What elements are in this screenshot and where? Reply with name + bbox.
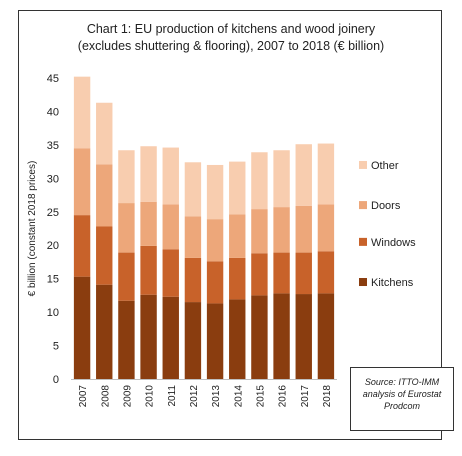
x-tick-label: 2017	[300, 385, 311, 408]
bar-segment-other-2009	[118, 150, 135, 204]
bar-segment-other-2007	[73, 76, 91, 149]
source-note-line-3: Prodcom	[383, 401, 420, 411]
bar-segment-other-2015	[251, 152, 268, 210]
x-tick-label: 2011	[167, 385, 178, 407]
x-tick-label: 2010	[145, 385, 156, 408]
bar-segment-doors-2008	[96, 164, 113, 227]
bar-segment-other-2016	[273, 150, 290, 208]
bar-segment-doors-2009	[118, 203, 135, 253]
bar-segment-windows-2018	[317, 251, 335, 294]
bar-segment-other-2013	[206, 164, 224, 220]
legend-label-doors: Doors	[371, 200, 401, 212]
bar-segment-windows-2015	[251, 253, 268, 296]
y-tick-label: 20	[47, 240, 59, 252]
bar-segment-other-2017	[295, 144, 312, 206]
legend-label-windows: Windows	[371, 237, 416, 249]
x-tick-label: 2018	[322, 385, 333, 408]
bar-segment-kitchens-2016	[273, 293, 290, 379]
x-tick-label: 2009	[122, 385, 133, 408]
x-tick-label: 2007	[78, 385, 89, 408]
bar-segment-kitchens-2013	[206, 303, 224, 379]
bar-segment-windows-2014	[229, 257, 246, 300]
bar-segment-kitchens-2011	[162, 296, 179, 379]
bar-segment-doors-2018	[317, 204, 335, 252]
chart-title-line-2: (excludes shuttering & flooring), 2007 t…	[77, 39, 385, 53]
bar-segment-other-2012	[184, 162, 202, 217]
bar-segment-doors-2010	[140, 201, 157, 246]
legend-label-other: Other	[371, 160, 399, 172]
y-axis-title: € billion (constant 2018 prices)	[27, 161, 38, 297]
bar-segment-other-2014	[229, 161, 246, 215]
bar-segment-other-2011	[162, 147, 179, 205]
y-tick-label: 30	[47, 173, 59, 185]
y-tick-label: 25	[47, 207, 59, 219]
y-tick-label: 0	[53, 374, 59, 386]
bar-segment-windows-2012	[184, 257, 202, 303]
source-note-line-1: Source: ITTO-IMM	[364, 377, 440, 387]
bar-segment-doors-2012	[184, 216, 202, 258]
x-tick-label: 2008	[100, 385, 111, 408]
chart-title: Chart 1: EU production of kitchens and w…	[19, 21, 443, 55]
legend-swatch-windows	[359, 237, 367, 246]
bar-segment-doors-2011	[162, 204, 179, 250]
bar-segment-windows-2011	[162, 249, 179, 297]
bar-segment-other-2010	[140, 146, 157, 202]
legend-swatch-other	[359, 160, 367, 169]
legend-swatch-kitchens	[359, 278, 367, 287]
y-tick-label: 5	[53, 341, 59, 353]
bar-segment-doors-2015	[251, 209, 268, 254]
bar-segment-windows-2016	[273, 252, 290, 294]
bar-segment-other-2008	[96, 102, 113, 165]
bar-segment-windows-2007	[73, 215, 91, 277]
x-tick-label: 2014	[233, 385, 244, 408]
bar-segment-doors-2007	[73, 148, 91, 216]
bar-segment-doors-2014	[229, 214, 246, 258]
bar-segment-doors-2017	[295, 205, 312, 253]
bar-segment-other-2018	[317, 143, 335, 205]
source-note: Source: ITTO-IMM analysis of Eurostat Pr…	[350, 367, 454, 431]
bar-segment-windows-2017	[295, 252, 312, 295]
y-tick-label: 10	[47, 307, 59, 319]
bar-segment-windows-2008	[96, 226, 113, 285]
bar-segment-windows-2010	[140, 245, 157, 295]
bar-segment-windows-2013	[206, 261, 224, 304]
y-tick-label: 35	[47, 140, 59, 152]
bar-segment-kitchens-2008	[96, 284, 113, 379]
bar-segment-kitchens-2017	[295, 294, 312, 379]
y-tick-label: 15	[47, 274, 59, 286]
chart-title-line-1: Chart 1: EU production of kitchens and w…	[86, 22, 376, 36]
bar-segment-kitchens-2012	[184, 302, 202, 379]
x-tick-label: 2012	[189, 385, 200, 408]
bar-segment-kitchens-2009	[118, 300, 135, 379]
x-tick-label: 2013	[211, 385, 222, 408]
bar-segment-kitchens-2018	[317, 293, 335, 379]
chart-frame: Chart 1: EU production of kitchens and w…	[18, 10, 454, 440]
bar-segment-doors-2013	[206, 219, 224, 262]
bar-segment-kitchens-2015	[251, 295, 268, 379]
bar-segment-kitchens-2010	[140, 294, 157, 379]
bar-segment-doors-2016	[273, 207, 290, 253]
bar-segment-windows-2009	[118, 252, 135, 301]
x-tick-label: 2015	[255, 385, 266, 408]
x-tick-label: 2016	[278, 385, 289, 408]
bar-segment-kitchens-2014	[229, 299, 246, 379]
y-tick-label: 45	[47, 73, 59, 85]
chart-svg: 0 5 10 15 20 25 30 35 40 45 € billion (constant 20…	[27, 73, 416, 408]
y-tick-label: 40	[47, 106, 59, 118]
legend-label-kitchens: Kitchens	[371, 277, 414, 289]
legend-swatch-doors	[359, 201, 367, 210]
source-note-line-2: analysis of Eurostat	[362, 389, 442, 399]
bar-segment-kitchens-2007	[73, 276, 91, 379]
